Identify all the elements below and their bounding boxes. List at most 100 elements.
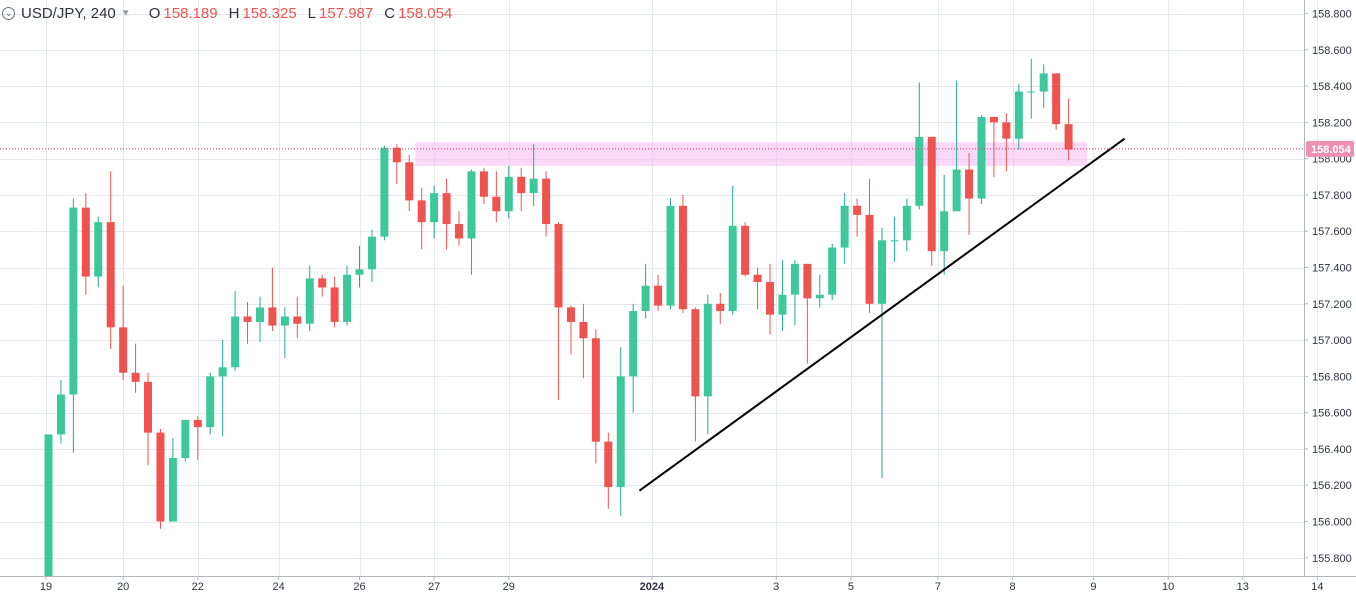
x-tick-label: 13 (1237, 581, 1249, 593)
candle-down (853, 198, 862, 237)
x-tick-label: 5 (848, 581, 854, 593)
y-tick-label: 156.600 (1312, 408, 1352, 420)
current-price-label-bg (1306, 140, 1354, 157)
y-tick-label: 156.400 (1312, 444, 1352, 456)
candle-up (877, 227, 886, 478)
x-tick-label: 14 (1311, 581, 1323, 593)
candle-up (890, 216, 899, 263)
candle-up (828, 243, 837, 301)
candle-up (778, 260, 787, 332)
candle-up (206, 372, 215, 435)
y-tick-label: 157.000 (1312, 335, 1352, 347)
low-key: L (307, 4, 317, 22)
candle-down (318, 274, 327, 297)
candle-down (193, 416, 202, 460)
candle-up (815, 274, 824, 308)
y-tick-label: 157.400 (1312, 263, 1352, 275)
x-tick-label: 20 (117, 581, 129, 593)
x-tick-label: 7 (935, 581, 941, 593)
candle-down (517, 167, 526, 212)
candle-down (803, 263, 812, 364)
candle-up (467, 169, 476, 275)
candle-up (1014, 84, 1023, 150)
chevron-down-circle-icon[interactable]: ⌄ (2, 6, 15, 20)
candle-up (902, 198, 911, 252)
candle-down (119, 285, 128, 380)
candle-down (479, 167, 488, 205)
candle-up (790, 260, 799, 326)
candle-down (417, 187, 426, 250)
candle-up (1039, 64, 1048, 108)
candle-up (728, 185, 737, 315)
candle-up (915, 82, 924, 210)
candle-down (678, 194, 687, 313)
candle-down (766, 263, 775, 335)
candle-down (81, 193, 90, 295)
trendline (638, 137, 1126, 492)
candle-down (156, 428, 165, 529)
candle-up (504, 165, 513, 219)
x-tick-label: 10 (1162, 581, 1174, 593)
candle-up (840, 193, 849, 264)
candle-down (542, 171, 551, 237)
candle-down (989, 116, 998, 177)
candle-down (131, 343, 140, 393)
y-tick-label: 155.800 (1312, 553, 1352, 565)
symbol-interval[interactable]: USD/JPY, 240 (21, 4, 116, 22)
x-tick-label: 29 (503, 581, 515, 593)
candle-up (641, 263, 650, 319)
caret-down-icon[interactable]: ▼ (120, 7, 131, 19)
x-tick-label: 2024 (640, 581, 665, 593)
candle-up (181, 419, 190, 462)
candle-down (330, 276, 339, 328)
high-value: 158.325 (242, 4, 297, 22)
candle-down (554, 222, 563, 400)
x-tick-label: 22 (192, 581, 204, 593)
candle-down (455, 211, 464, 246)
candle-down (243, 301, 252, 344)
candle-down (654, 274, 663, 312)
candle-up (69, 198, 78, 453)
candle-up (430, 185, 439, 239)
candle-up (343, 265, 352, 326)
candle-down (604, 432, 613, 509)
candle-down (144, 372, 153, 466)
y-tick-label: 158.600 (1312, 45, 1352, 57)
x-tick-label: 9 (1090, 581, 1096, 593)
open-key: O (148, 4, 161, 22)
candle-up (616, 347, 625, 517)
candle-down (1052, 73, 1061, 130)
candle-down (965, 153, 974, 235)
candle-down (1064, 98, 1073, 161)
resistance-zone (415, 142, 1088, 166)
candle-down (293, 296, 302, 339)
candle-down (566, 305, 575, 355)
candle-up (1027, 58, 1036, 119)
y-tick-label: 158.400 (1312, 81, 1352, 93)
y-tick-label: 157.800 (1312, 190, 1352, 202)
candle-up (255, 296, 264, 342)
y-tick-label: 156.000 (1312, 517, 1352, 529)
candle-up (367, 229, 376, 283)
x-tick-label: 3 (773, 581, 779, 593)
candle-up (56, 379, 65, 444)
candle-up (305, 265, 314, 332)
x-tick-label: 27 (428, 581, 440, 593)
candle-up (952, 80, 961, 212)
candle-down (492, 171, 501, 223)
candle-down (591, 329, 600, 464)
candle-up (629, 303, 638, 413)
candle-up (380, 145, 389, 241)
candle-down (579, 303, 588, 379)
candle-down (442, 178, 451, 250)
current-price-label: 158.054 (1311, 144, 1352, 156)
candle-up (940, 174, 949, 275)
candle-up (529, 144, 538, 206)
y-tick-label: 158.800 (1312, 9, 1352, 21)
candle-down (691, 307, 700, 442)
low-value: 157.987 (319, 4, 374, 22)
candle-up (218, 340, 227, 437)
candle-up (280, 307, 289, 359)
candle-down (741, 222, 750, 277)
